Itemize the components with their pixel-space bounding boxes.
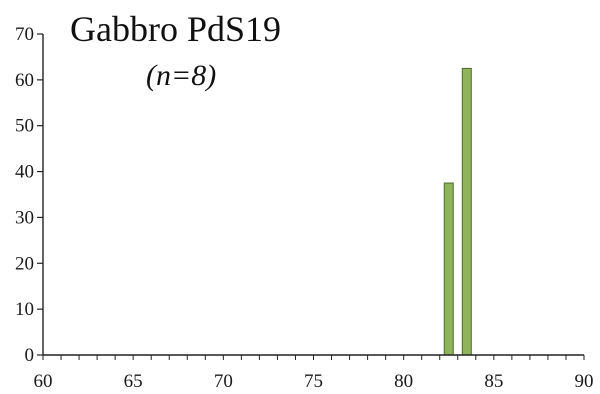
chart-subtitle: (n=8)	[146, 59, 216, 92]
axes-group: 0 10 20 30 40 50 60 70 60 65 70 75 80 85 90	[15, 24, 594, 392]
x-tick-label: 80	[394, 371, 413, 392]
chart-title: Gabbro PdS19	[70, 9, 281, 49]
histogram-bar	[461, 67, 472, 356]
x-tick-label: 65	[124, 371, 143, 392]
x-tick-label: 70	[214, 371, 233, 392]
y-tick-label: 50	[15, 116, 34, 137]
y-tick-label: 30	[15, 207, 34, 228]
y-tick-label: 20	[15, 253, 34, 274]
y-tick-label: 40	[15, 162, 34, 183]
y-tick-label: 60	[15, 70, 34, 91]
y-tick-label: 70	[15, 24, 34, 45]
y-tick-label: 10	[15, 299, 34, 320]
y-tick-label: 0	[25, 345, 35, 366]
x-tick-label: 90	[575, 371, 594, 392]
histogram-bar	[443, 182, 454, 356]
x-tick-label: 75	[304, 371, 323, 392]
bars-group	[443, 67, 472, 356]
x-tick-label: 60	[34, 371, 53, 392]
x-tick-label: 85	[484, 371, 503, 392]
